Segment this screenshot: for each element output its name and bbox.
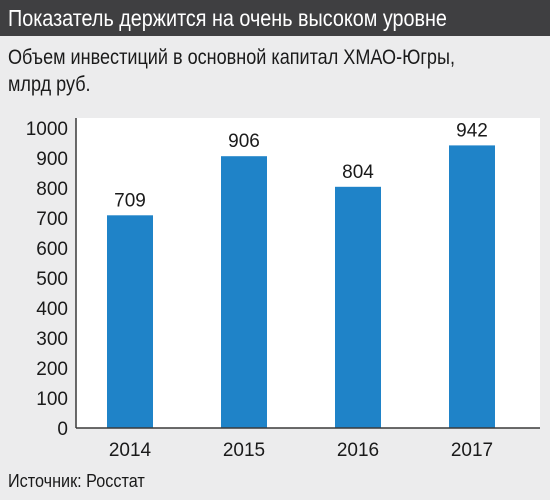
chart-title: Объем инвестиций в основной капитал ХМАО… (8, 44, 455, 98)
bar-chart: 0 100 200 300 400 500 600 700 800 900 1000 709 2014 9… (26, 118, 540, 461)
bar (335, 186, 381, 428)
chart-subtitle-line: млрд руб. (8, 73, 91, 96)
y-tick-label: 600 (36, 239, 68, 260)
data-label: 906 (228, 131, 260, 152)
bar (107, 215, 153, 428)
x-tick-label: 2017 (451, 440, 493, 461)
y-tick-label: 200 (36, 359, 68, 380)
y-tick-label: 1000 (26, 119, 68, 140)
data-label: 804 (342, 162, 374, 183)
source-note: Источник: Росстат (8, 471, 145, 491)
y-tick-label: 900 (36, 149, 68, 170)
y-tick-label: 100 (36, 389, 68, 410)
chart-title-line: Объем инвестиций в основной капитал ХМАО… (8, 46, 455, 69)
data-label: 942 (456, 120, 488, 141)
y-tick-label: 400 (36, 299, 68, 320)
page-title: Показатель держится на очень высоком уро… (8, 5, 447, 31)
bar (449, 145, 495, 428)
y-tick-label: 800 (36, 179, 68, 200)
x-tick-label: 2014 (109, 440, 152, 461)
bar (221, 156, 267, 428)
y-tick-label: 700 (36, 209, 68, 230)
title-bar: Показатель держится на очень высоком уро… (0, 0, 550, 36)
data-label: 709 (114, 190, 146, 211)
y-tick-label: 500 (36, 269, 68, 290)
x-tick-label: 2015 (223, 440, 265, 461)
y-tick-label: 0 (57, 419, 68, 440)
y-tick-label: 300 (36, 329, 68, 350)
x-tick-label: 2016 (337, 440, 379, 461)
